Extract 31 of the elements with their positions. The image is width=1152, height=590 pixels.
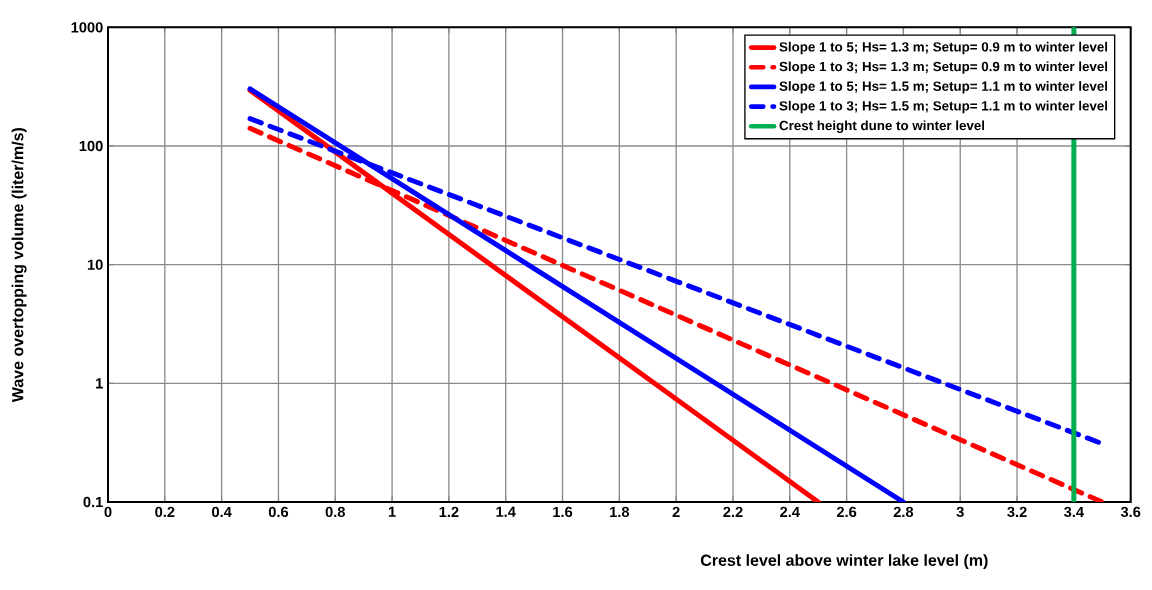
- x-axis-title: Crest level above winter lake level (m): [700, 554, 988, 570]
- y-axis-title: Wave overtopping volume (liter/m/s): [11, 127, 27, 403]
- x-tick-label: 0.4: [212, 506, 232, 518]
- x-tick-label: 0: [104, 506, 112, 518]
- legend-label: Slope 1 to 5; Hs= 1.3 m; Setup= 0.9 m to winter level: [779, 41, 1108, 55]
- x-tick-label: 3: [956, 506, 964, 518]
- legend-label: Slope 1 to 3; Hs= 1.3 m; Setup= 0.9 m to winter level: [779, 61, 1108, 74]
- x-tick-label: 3.6: [1120, 506, 1141, 518]
- legend-label: Slope 1 to 3; Hs= 1.5 m; Setup= 1.1 m to winter level: [779, 100, 1108, 114]
- y-tick-label: 1000: [71, 22, 103, 33]
- x-tick-label: 1.6: [553, 506, 573, 518]
- y-tick-label: 100: [79, 140, 103, 152]
- x-tick-label: 0.8: [325, 506, 345, 518]
- x-tick-label: 2.2: [723, 506, 743, 517]
- x-tick-label: 0.2: [155, 506, 175, 518]
- x-tick-label: 2.4: [780, 506, 800, 517]
- y-tick-label: 1: [96, 378, 103, 389]
- x-tick-label: 1.8: [610, 506, 630, 518]
- x-tick-label: 1.4: [496, 506, 516, 517]
- legend-label: Slope 1 to 5; Hs= 1.5 m; Setup= 1.1 m to winter level: [779, 81, 1108, 94]
- x-tick-label: 3.4: [1064, 506, 1084, 518]
- x-tick-label: 0.6: [268, 506, 289, 518]
- x-tick-label: 3.2: [1007, 506, 1027, 518]
- legend-label: Crest height dune to winter level: [779, 120, 985, 133]
- x-tick-label: 1: [388, 506, 396, 517]
- x-tick-label: 2.6: [836, 506, 857, 518]
- x-tick-label: 2.8: [893, 506, 914, 518]
- x-tick-label: 2: [672, 506, 680, 517]
- x-tick-label: 1.2: [439, 506, 459, 517]
- y-tick-label: 10: [87, 259, 103, 270]
- y-tick-label: 0.1: [83, 496, 103, 508]
